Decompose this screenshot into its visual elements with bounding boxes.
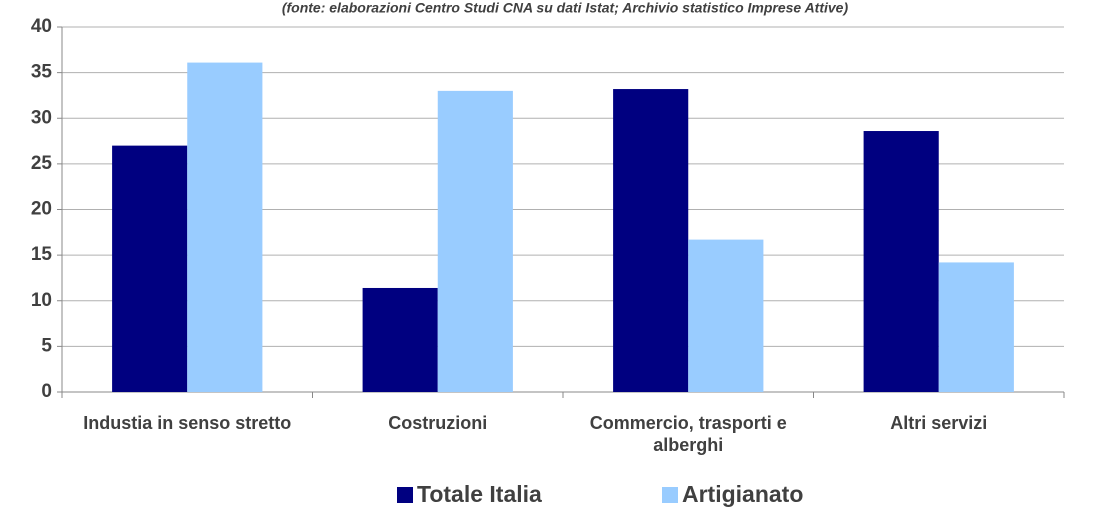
- legend-swatch: [662, 487, 678, 503]
- bar: [613, 89, 689, 393]
- x-tick-label: Costruzioni: [388, 413, 488, 433]
- y-tick-label: 10: [31, 290, 52, 311]
- y-tick-label: 30: [31, 107, 52, 128]
- legend-swatch: [397, 487, 413, 503]
- y-tick-label: 0: [41, 381, 52, 402]
- y-tick-label: 25: [31, 153, 53, 174]
- x-tick-label: Commercio, trasporti e alberghi: [589, 413, 787, 455]
- x-tick-label: Altri servizi: [890, 413, 988, 433]
- bar: [863, 131, 939, 392]
- bar: [112, 145, 188, 392]
- bar: [187, 62, 263, 393]
- x-tick-label: Industia in senso stretto: [83, 413, 292, 433]
- y-tick-label: 5: [41, 335, 52, 356]
- y-tick-label: 15: [31, 244, 53, 265]
- y-tick-label: 35: [31, 62, 53, 83]
- legend-label: Artigianato: [682, 481, 803, 507]
- bar: [437, 90, 513, 392]
- bar: [362, 287, 438, 392]
- legend-label: Totale Italia: [417, 481, 542, 507]
- chart-subtitle: (fonte: elaborazioni Centro Studi CNA su…: [282, 0, 849, 16]
- y-tick-label: 40: [31, 16, 52, 37]
- y-tick-label: 20: [31, 199, 52, 220]
- bar: [688, 239, 764, 392]
- bar: [938, 262, 1014, 392]
